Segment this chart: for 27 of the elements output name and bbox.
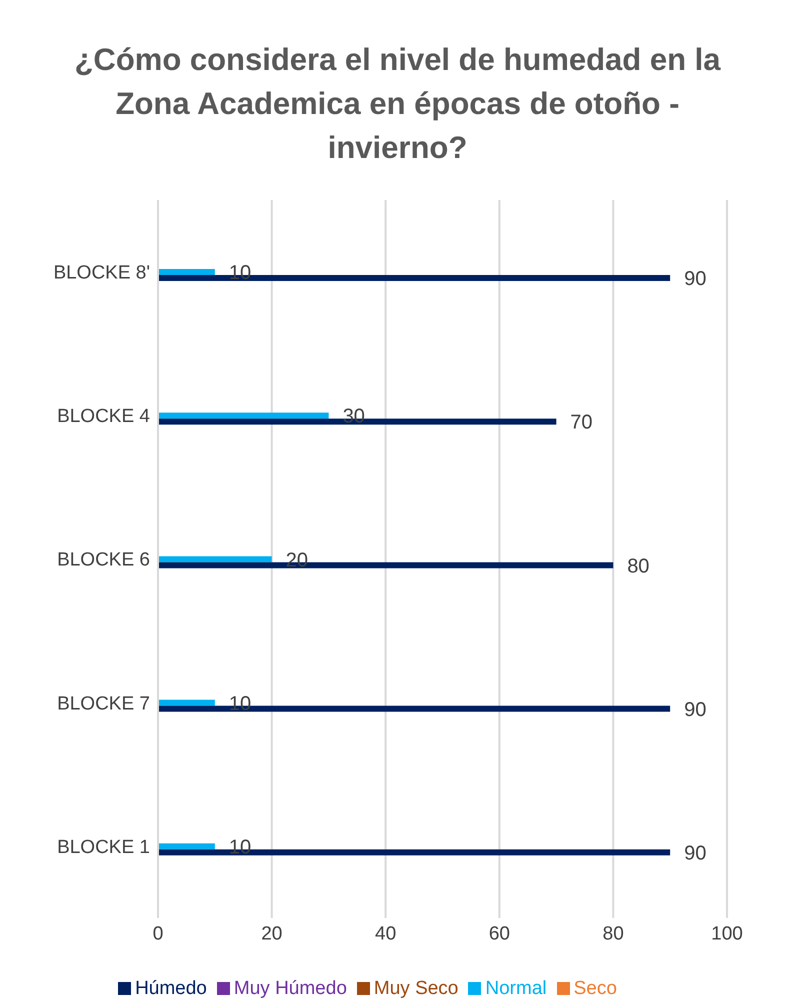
y-tick-label: BLOCKE 6 — [57, 550, 150, 571]
y-tick-label: BLOCKE 4 — [57, 406, 150, 428]
x-tick-label: 20 — [261, 923, 282, 944]
data-label: 90 — [684, 842, 706, 864]
data-label: 90 — [684, 268, 706, 290]
legend-label: Normal — [485, 978, 547, 999]
data-label: 90 — [684, 698, 706, 721]
bar — [158, 556, 272, 562]
x-tick-label: 40 — [375, 923, 396, 944]
legend-label: Muy Húmedo — [234, 978, 347, 999]
x-tick-label: 60 — [488, 923, 510, 944]
x-tick-label: 0 — [152, 923, 164, 944]
y-tick-label: BLOCKE 1 — [57, 836, 150, 858]
bar — [158, 412, 329, 419]
y-tick-label: BLOCKE 7 — [57, 693, 150, 714]
legend-label: Seco — [574, 978, 617, 999]
bar — [158, 269, 215, 275]
bar — [158, 700, 215, 706]
x-tick-label: 100 — [711, 923, 743, 944]
x-tick-label: 80 — [602, 923, 624, 944]
legend-label: Húmedo — [135, 978, 207, 999]
data-label: 70 — [570, 412, 593, 434]
chart-title: ¿Cómo considera el nivel de humedad en la Zona Academica en épocas de otoño - invierno? — [74, 41, 722, 167]
legend-label: Muy Seco — [374, 978, 458, 999]
data-label: 80 — [627, 555, 650, 578]
bar — [158, 843, 215, 850]
y-tick-label: BLOCKE 8' — [53, 262, 150, 284]
